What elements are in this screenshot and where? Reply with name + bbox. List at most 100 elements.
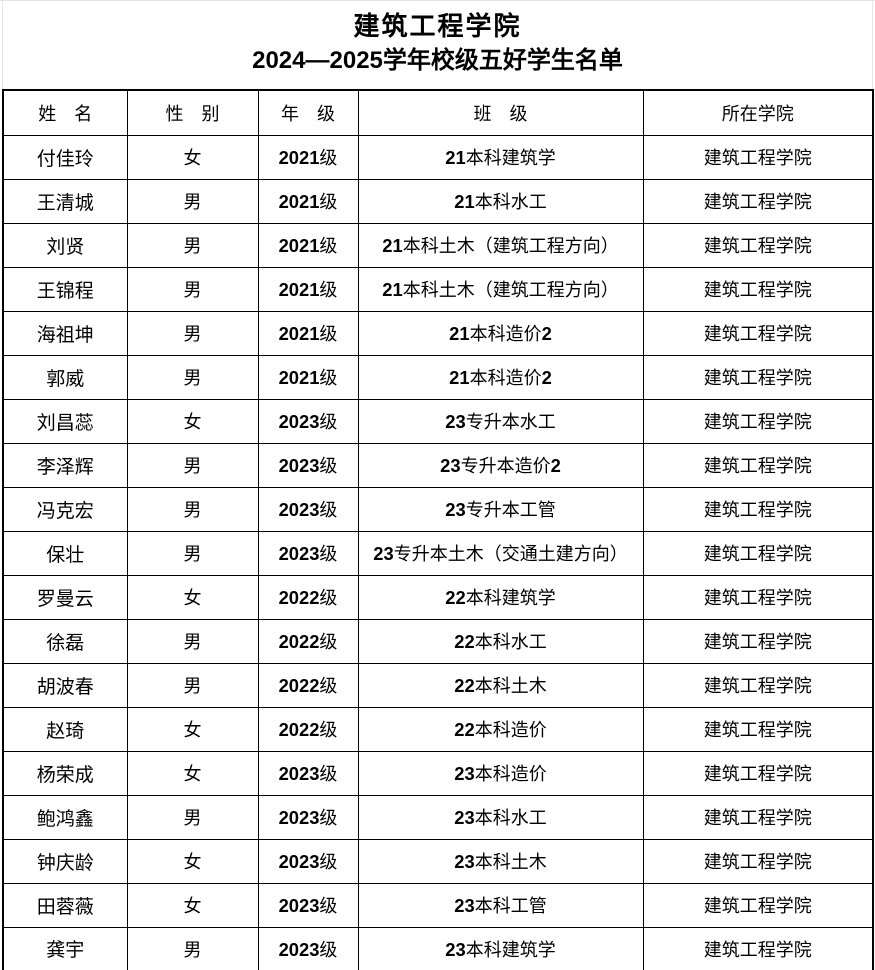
cell-grade: 2022级: [257, 662, 359, 708]
cell-college: 建筑工程学院: [642, 442, 874, 488]
cell-name: 龚宇: [2, 926, 128, 970]
numeric-text: 2: [550, 455, 561, 476]
table-row: 杨荣成女 2023级 23本科造价 建筑工程学院: [2, 750, 874, 796]
cell-grade: 2023级: [257, 838, 359, 884]
cell-gender: 男: [126, 926, 259, 970]
numeric-text: 23: [454, 807, 475, 828]
numeric-text: 22: [454, 631, 475, 652]
numeric-text: 2: [541, 323, 552, 344]
cell-college: 建筑工程学院: [642, 134, 874, 180]
numeric-text: 23: [373, 543, 394, 564]
cell-class: 23本科造价: [357, 750, 644, 796]
cell-gender: 男: [126, 354, 259, 400]
numeric-text: 2021: [278, 367, 320, 388]
students-table: 姓 名 性 别 年 级 班 级 所在学院 付佳玲女 2021级 21本科建筑学 建筑工…: [2, 89, 874, 970]
numeric-text: 2024—2025: [252, 47, 383, 74]
table-row: 赵琦女 2022级 22本科造价 建筑工程学院: [2, 706, 874, 752]
document-title: 建筑工程学院 2024—2025学年校级五好学生名单: [0, 1, 875, 78]
cell-college: 建筑工程学院: [642, 530, 874, 576]
numeric-text: 2022: [278, 587, 320, 608]
numeric-text: 22: [454, 675, 475, 696]
cell-college: 建筑工程学院: [642, 618, 874, 664]
cell-gender: 男: [126, 266, 259, 312]
numeric-text: 2023: [278, 851, 320, 872]
cell-name: 李泽辉: [2, 442, 128, 488]
cell-grade: 2021级: [257, 222, 359, 268]
cell-name: 钟庆龄: [2, 838, 128, 884]
numeric-text: 23: [445, 938, 466, 960]
numeric-text: 2023: [278, 763, 320, 784]
numeric-text: 2021: [278, 279, 320, 300]
cell-grade: 2022级: [257, 574, 359, 620]
numeric-text: 21: [382, 235, 403, 256]
numeric-text: 2023: [278, 455, 320, 476]
cell-gender: 女: [126, 838, 259, 884]
cell-class: 21本科造价2: [357, 354, 644, 400]
cell-name: 赵琦: [2, 706, 128, 752]
numeric-text: 21: [454, 191, 475, 212]
table-row: 龚宇男 2023级 23本科建筑学 建筑工程学院: [2, 926, 874, 970]
cell-gender: 男: [126, 618, 259, 664]
numeric-text: 2023: [278, 499, 320, 520]
cell-gender: 女: [126, 706, 259, 752]
page-edge-right: [872, 1, 873, 89]
cell-gender: 女: [126, 134, 259, 180]
numeric-text: 2023: [278, 938, 320, 960]
numeric-text: 2023: [278, 895, 320, 916]
table-row: 海祖坤男 2021级 21本科造价2 建筑工程学院: [2, 310, 874, 356]
numeric-text: 21: [449, 323, 470, 344]
cell-gender: 男: [126, 178, 259, 224]
cell-college: 建筑工程学院: [642, 662, 874, 708]
column-header-college: 所在学院: [642, 89, 874, 136]
cell-grade: 2023级: [257, 442, 359, 488]
cell-name: 杨荣成: [2, 750, 128, 796]
table-row: 田蓉薇女 2023级 23本科工管 建筑工程学院: [2, 882, 874, 928]
numeric-text: 2022: [278, 631, 320, 652]
cell-gender: 男: [126, 530, 259, 576]
cell-gender: 女: [126, 398, 259, 444]
cell-class: 22本科土木: [357, 662, 644, 708]
cell-class: 23专升本水工: [357, 398, 644, 444]
cell-grade: 2023级: [257, 530, 359, 576]
numeric-text: 23: [440, 455, 461, 476]
cell-name: 郭威: [2, 354, 128, 400]
cell-grade: 2023级: [257, 926, 359, 970]
cell-grade: 2022级: [257, 618, 359, 664]
table-row: 钟庆龄女 2023级 23本科土木 建筑工程学院: [2, 838, 874, 884]
column-header-grade: 年 级: [257, 89, 359, 136]
table-row: 徐磊男 2022级 22本科水工 建筑工程学院: [2, 618, 874, 664]
cell-college: 建筑工程学院: [642, 794, 874, 840]
numeric-text: 2021: [278, 147, 320, 168]
cell-gender: 女: [126, 882, 259, 928]
cell-class: 23本科工管: [357, 882, 644, 928]
numeric-text: 23: [454, 763, 475, 784]
cell-grade: 2021级: [257, 178, 359, 224]
title-line1: 建筑工程学院: [353, 12, 522, 41]
cell-class: 21本科土木（建筑工程方向）: [357, 266, 644, 312]
table-row: 郭威男 2021级 21本科造价2 建筑工程学院: [2, 354, 874, 400]
cell-grade: 2021级: [257, 354, 359, 400]
cell-name: 保壮: [2, 530, 128, 576]
cell-name: 徐磊: [2, 618, 128, 664]
table-row: 付佳玲女 2021级 21本科建筑学 建筑工程学院: [2, 134, 874, 180]
cell-grade: 2021级: [257, 266, 359, 312]
table-row: 刘贤男 2021级 21本科土木（建筑工程方向） 建筑工程学院: [2, 222, 874, 268]
cell-grade: 2023级: [257, 750, 359, 796]
cell-name: 海祖坤: [2, 310, 128, 356]
cell-class: 21本科建筑学: [357, 134, 644, 180]
table-row: 刘昌蕊女 2023级 23专升本水工 建筑工程学院: [2, 398, 874, 444]
cell-name: 付佳玲: [2, 134, 128, 180]
cell-grade: 2023级: [257, 398, 359, 444]
numeric-text: 2021: [278, 191, 320, 212]
table-row: 王锦程男 2021级 21本科土木（建筑工程方向） 建筑工程学院: [2, 266, 874, 312]
cell-name: 刘昌蕊: [2, 398, 128, 444]
cell-class: 23本科水工: [357, 794, 644, 840]
cell-college: 建筑工程学院: [642, 178, 874, 224]
cell-college: 建筑工程学院: [642, 574, 874, 620]
numeric-text: 2022: [278, 719, 320, 740]
cell-college: 建筑工程学院: [642, 882, 874, 928]
column-header-name: 姓 名: [2, 89, 128, 136]
table-row: 王清城男 2021级 21本科水工 建筑工程学院: [2, 178, 874, 224]
table-row: 鲍鸿鑫男 2023级 23本科水工 建筑工程学院: [2, 794, 874, 840]
cell-class: 21本科水工: [357, 178, 644, 224]
